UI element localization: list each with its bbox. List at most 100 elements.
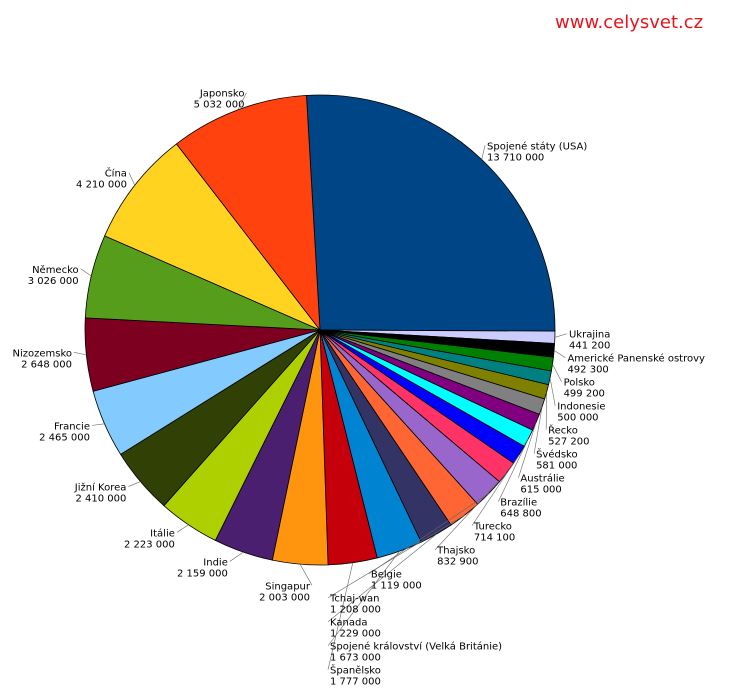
slice-value: 2 159 000: [177, 568, 228, 579]
slice-value: 1 208 000: [330, 605, 381, 616]
slice-label: Americké Panenské ostrovy 492 300: [567, 353, 705, 376]
slice-label: Japonsko 5 032 000: [194, 89, 245, 111]
leader-line: [128, 481, 141, 487]
leader-line: [554, 333, 568, 338]
slice-name: Ukrajina: [569, 330, 610, 341]
slice-name: Spojené království (Velká Británie): [330, 641, 502, 653]
slice-label: Indie 2 159 000: [177, 557, 228, 579]
slice-name: Belgie: [371, 570, 402, 581]
slice-label: Nizozemsko 2 648 000: [12, 348, 72, 370]
pie-slice: [175, 94, 321, 332]
leader-line: [91, 423, 105, 426]
slice-value: 581 000: [536, 461, 577, 472]
leader-line: [481, 145, 486, 160]
slice-label: Spojené státy (USA) 13 710 000: [487, 140, 587, 163]
slice-name: Japonsko: [199, 89, 245, 100]
leader-line: [237, 92, 247, 110]
slice-label: Itálie 2 223 000: [124, 527, 175, 550]
slice-label: Spojené království (Velká Británie) 1 673…: [330, 641, 502, 664]
slice-value: 5 032 000: [194, 100, 245, 111]
slice-value: 1 119 000: [371, 581, 422, 592]
labels: Spojené státy (USA) 13 710 000 Ukrajina 441…: [12, 89, 705, 688]
slice-value: 499 200: [564, 389, 605, 400]
slice-label: Brazílie 648 800: [500, 497, 541, 520]
slice-label: Singapur 2 003 000: [259, 581, 311, 603]
slice-label: Jižní Korea 2 410 000: [74, 482, 127, 505]
slice-value: 500 000: [557, 413, 598, 424]
slice-name: Švédsko: [536, 448, 578, 461]
slice-name: Nizozemsko: [12, 348, 72, 359]
slice-value: 2 648 000: [21, 359, 72, 370]
slice-name: Brazílie: [500, 497, 537, 509]
leader-line: [327, 514, 465, 599]
slice-name: Itálie: [150, 527, 175, 539]
slice-value: 13 710 000: [487, 152, 544, 163]
slice-value: 4 210 000: [76, 180, 127, 191]
slice-name: Turecko: [473, 522, 512, 533]
slice-value: 648 800: [500, 509, 541, 520]
slice-value: 2 410 000: [75, 494, 126, 505]
slice-name: Francie: [54, 421, 90, 432]
leader-line: [327, 533, 437, 622]
slice-value: 441 200: [569, 341, 610, 352]
slice-label: Thajsko 832 900: [436, 546, 478, 568]
slice-name: Čína: [105, 167, 127, 180]
slice-value: 2 003 000: [259, 592, 310, 603]
slice-value: 1 777 000: [330, 677, 381, 688]
slice-label: Německo 3 026 000: [28, 264, 79, 287]
leader-line: [368, 493, 490, 574]
slice-label: Turecko 714 100: [473, 522, 515, 544]
slice-value: 832 900: [437, 557, 478, 568]
slice-value: 2 465 000: [39, 432, 90, 443]
slice-name: Kanada: [330, 618, 367, 629]
slice-name: Jižní Korea: [74, 482, 127, 494]
slice-label: Čína 4 210 000: [76, 167, 127, 191]
slice-name: Německo: [32, 264, 79, 276]
slice-value: 1 229 000: [330, 629, 381, 640]
slice-label: Tchaj-wan 1 208 000: [329, 594, 381, 616]
leader-line: [533, 406, 543, 454]
slices: [84, 94, 556, 566]
slice-name: Indonesie: [557, 402, 605, 413]
leader-line: [128, 172, 136, 186]
leader-line: [545, 391, 548, 430]
slice-name: Španělsko: [330, 664, 381, 677]
slice-value: 527 200: [548, 437, 589, 448]
leader-line: [434, 472, 507, 550]
leader-lines: [73, 92, 568, 670]
leader-line: [498, 438, 529, 502]
slice-value: 615 000: [520, 485, 561, 496]
leader-line: [553, 350, 566, 358]
slice-value: 492 300: [567, 365, 608, 376]
leader-line: [327, 550, 400, 646]
slice-name: Spojené státy (USA): [487, 140, 587, 152]
leader-line: [176, 524, 189, 533]
watermark-text: www.celysvet.cz: [555, 12, 704, 33]
slice-label: Řecko 527 200: [548, 424, 589, 448]
pie-slice: [306, 94, 556, 332]
slice-label: Belgie 1 119 000: [371, 570, 422, 592]
slice-label: Švédsko 581 000: [536, 448, 578, 472]
slice-name: Thajsko: [436, 546, 475, 557]
leader-line: [80, 268, 92, 277]
slice-name: Austrálie: [520, 473, 564, 485]
leader-line: [299, 564, 313, 586]
slice-label: Španělsko 1 777 000: [330, 664, 381, 688]
slice-name: Singapur: [265, 581, 311, 592]
slice-value: 3 026 000: [28, 276, 79, 287]
leader-line: [518, 422, 537, 478]
leader-line: [549, 377, 556, 406]
slice-value: 1 673 000: [330, 653, 381, 664]
slice-label: Kanada 1 229 000: [330, 618, 381, 640]
slice-name: Řecko: [548, 424, 578, 437]
slice-value: 2 223 000: [124, 539, 175, 550]
slice-name: Tchaj-wan: [329, 594, 379, 605]
slice-label: Francie 2 465 000: [39, 421, 90, 443]
leader-line: [73, 352, 87, 356]
slice-label: Polsko 499 200: [564, 378, 605, 400]
slice-name: Indie: [203, 557, 228, 568]
leader-line: [471, 454, 520, 526]
leader-line: [327, 562, 354, 670]
slice-name: Americké Panenské ostrovy: [567, 353, 705, 365]
